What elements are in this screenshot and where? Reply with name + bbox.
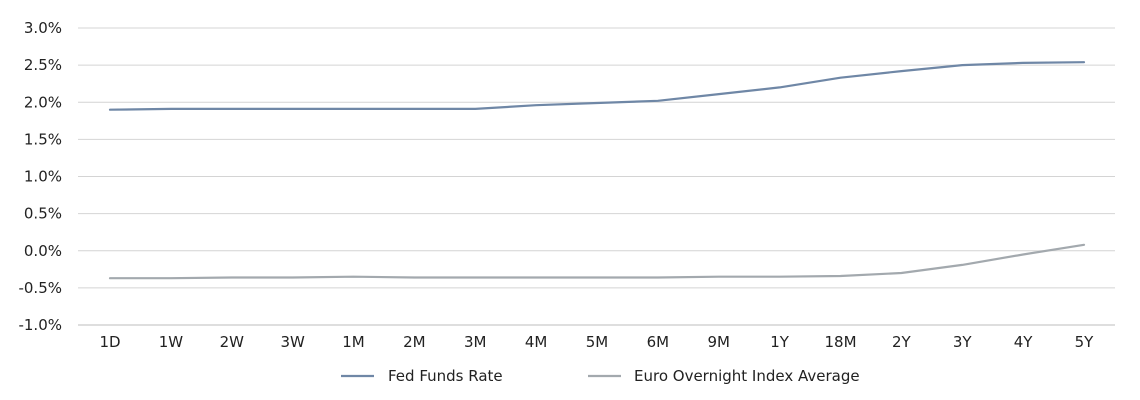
y-tick-label: 1.5%	[24, 130, 62, 148]
y-tick-label: 2.5%	[24, 56, 62, 74]
x-tick-label: 18M	[824, 333, 856, 351]
y-axis-tick-labels: 3.0% 2.5% 2.0% 1.5% 1.0% 0.5% 0.0% -0.5% -1.0%	[18, 19, 62, 334]
x-tick-label: 9M	[708, 333, 731, 351]
y-tick-label: -1.0%	[18, 316, 62, 334]
legend-label-fed-funds-rate: Fed Funds Rate	[388, 367, 503, 385]
x-tick-label: 3M	[464, 333, 487, 351]
x-tick-label: 2Y	[892, 333, 912, 351]
y-tick-label: 0.0%	[24, 242, 62, 260]
series-lines	[110, 62, 1084, 278]
x-tick-label: 5M	[586, 333, 609, 351]
x-tick-label: 3Y	[953, 333, 973, 351]
x-tick-label: 1Y	[770, 333, 790, 351]
y-tick-label: 2.0%	[24, 93, 62, 111]
x-tick-label: 1W	[159, 333, 184, 351]
x-tick-label: 1M	[342, 333, 365, 351]
x-tick-label: 4Y	[1014, 333, 1034, 351]
legend: Fed Funds Rate Euro Overnight Index Aver…	[341, 367, 860, 385]
y-tick-label: -0.5%	[18, 279, 62, 297]
x-tick-label: 6M	[647, 333, 670, 351]
y-tick-label: 0.5%	[24, 205, 62, 223]
x-tick-label: 5Y	[1075, 333, 1095, 351]
y-tick-label: 3.0%	[24, 19, 62, 37]
y-tick-label: 1.0%	[24, 168, 62, 186]
legend-label-euro-overnight-index-average: Euro Overnight Index Average	[634, 367, 860, 385]
x-tick-label: 4M	[525, 333, 548, 351]
x-tick-label: 2W	[220, 333, 245, 351]
x-axis-tick-labels: 1D 1W 2W 3W 1M 2M 3M 4M 5M 6M 9M 1Y 18M 2Y 3Y 4Y 5Y	[99, 333, 1094, 351]
series-line-euro-overnight-index-average	[110, 245, 1084, 278]
grid-lines	[78, 28, 1115, 325]
x-tick-label: 1D	[99, 333, 120, 351]
x-tick-label: 3W	[280, 333, 305, 351]
x-tick-label: 2M	[403, 333, 426, 351]
